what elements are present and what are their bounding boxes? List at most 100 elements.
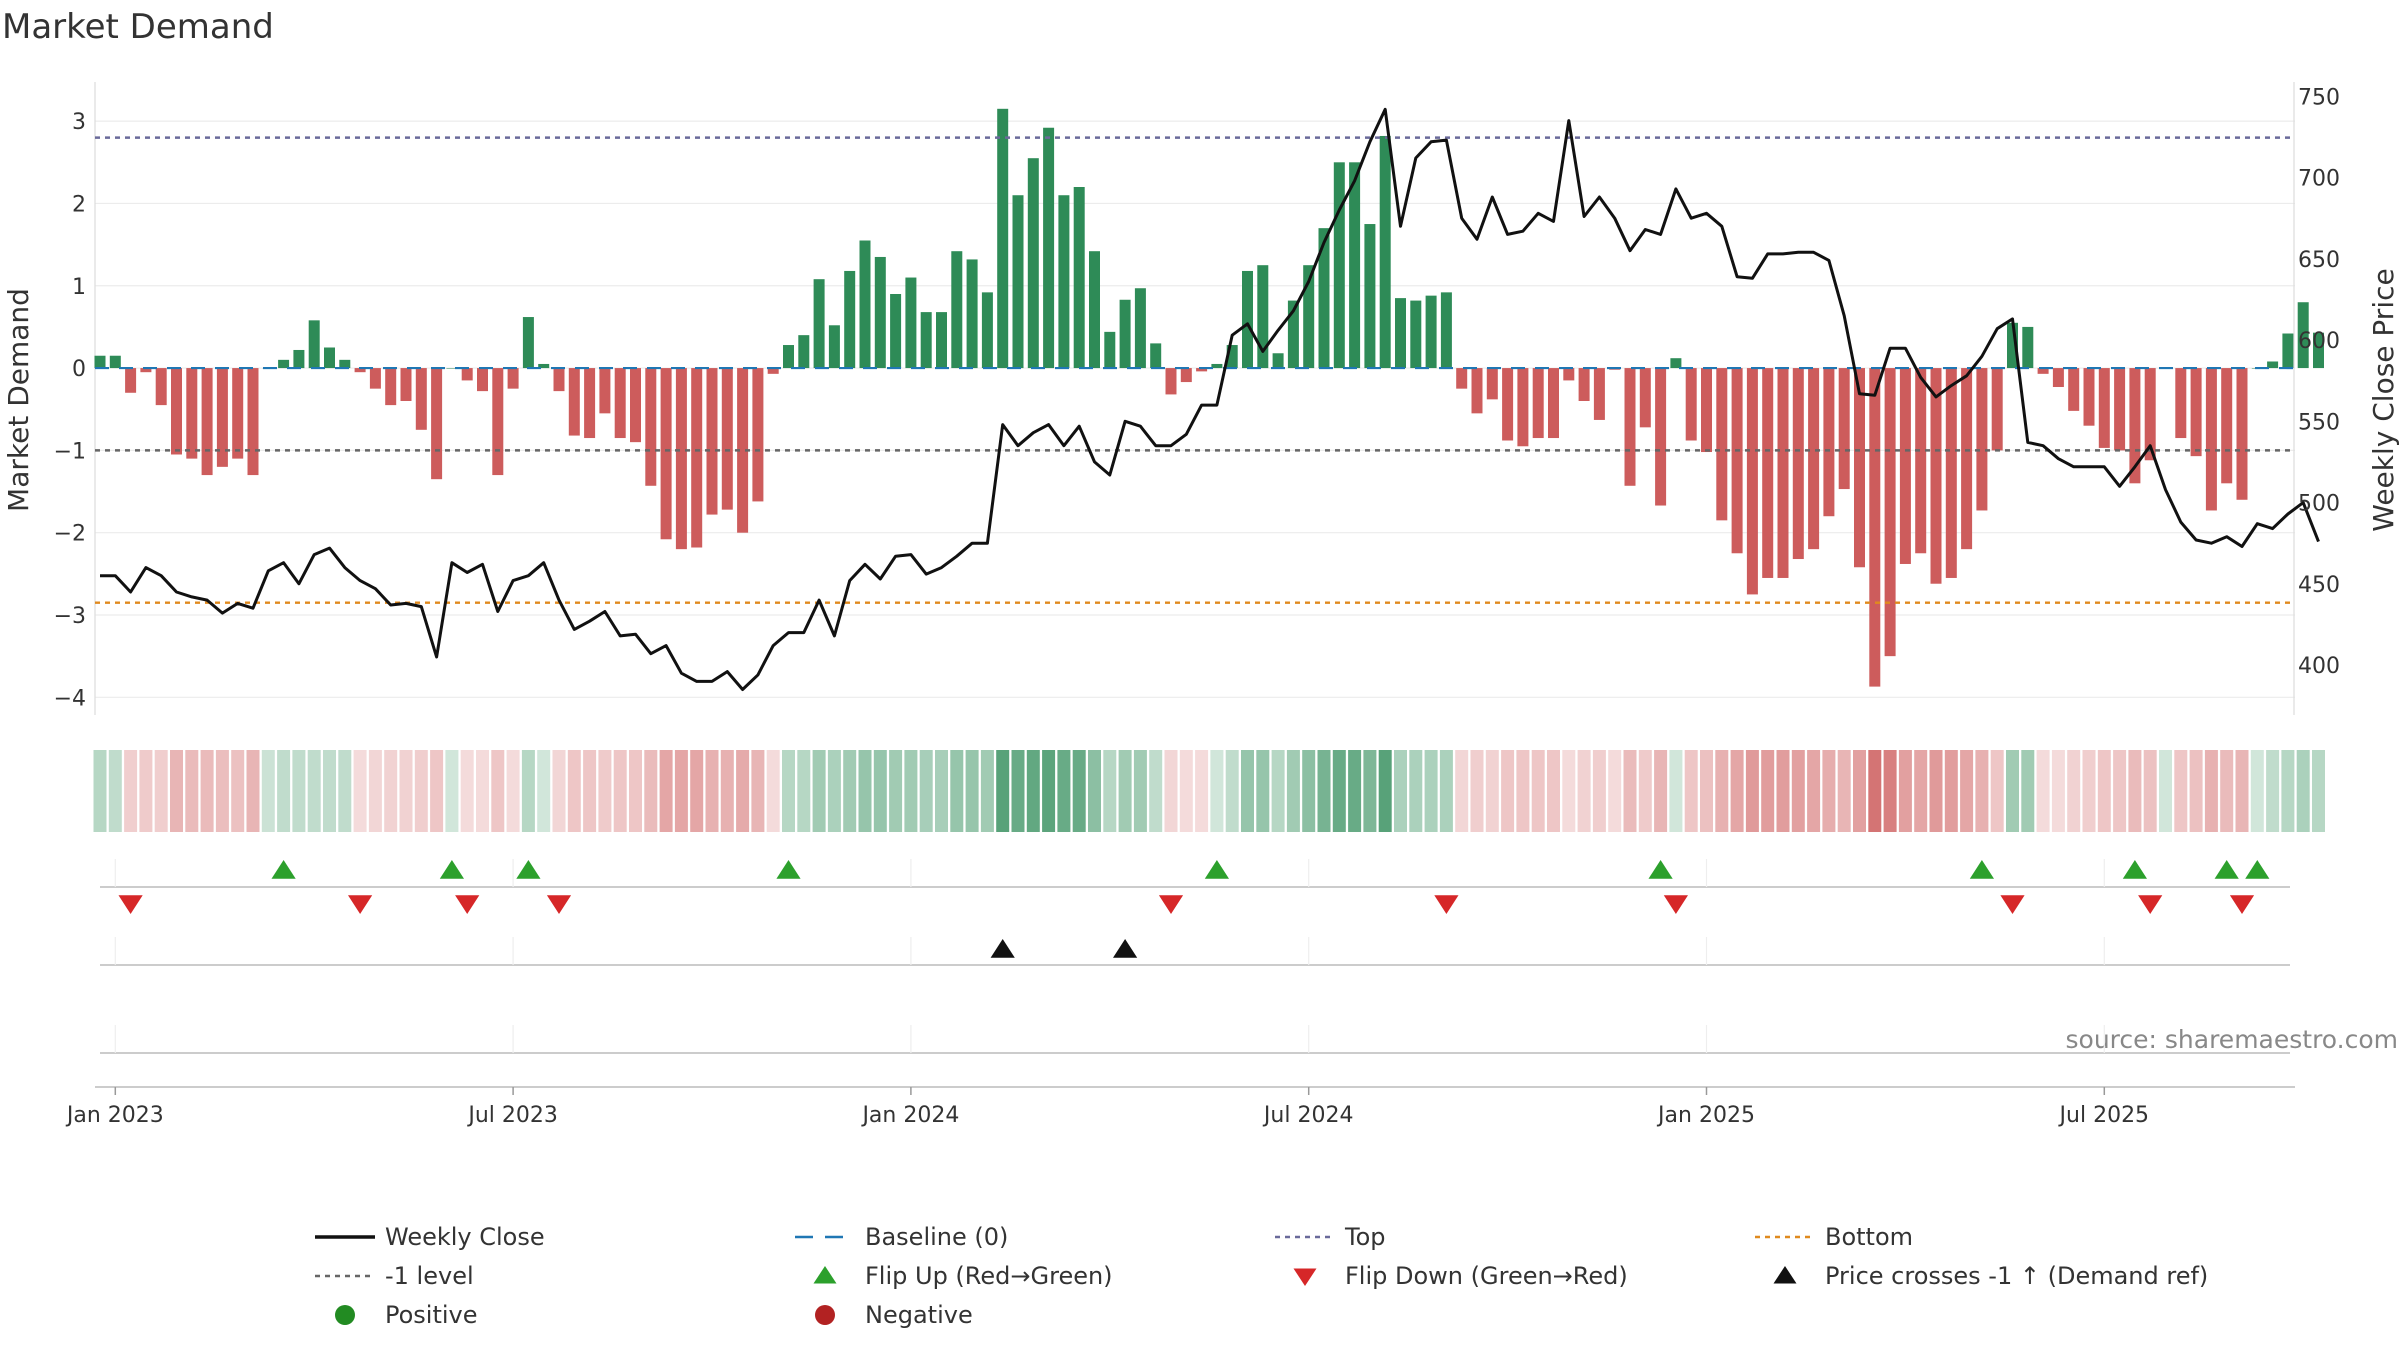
heatmap-cell — [873, 750, 887, 832]
demand-bar — [1333, 162, 1345, 369]
demand-bar — [522, 317, 534, 369]
legend-label: Bottom — [1825, 1223, 1913, 1251]
demand-bar — [232, 368, 244, 459]
heatmap-cell — [246, 750, 260, 832]
heatmap-cell — [1485, 750, 1499, 832]
flip-down-marker — [1663, 895, 1688, 914]
heatmap-cell — [1623, 750, 1637, 832]
heatmap-cell — [154, 750, 168, 832]
demand-bar — [1869, 368, 1881, 687]
demand-bar — [247, 368, 259, 476]
legend-swatch-triangle-down — [1293, 1268, 1317, 1286]
demand-bar — [492, 368, 504, 476]
demand-bar — [155, 368, 167, 406]
heatmap-cell — [2128, 750, 2142, 832]
demand-bar — [1548, 368, 1559, 439]
demand-bar — [1976, 368, 1988, 511]
demand-bar — [1578, 368, 1590, 401]
heatmap-cell — [1332, 750, 1346, 832]
heatmap-cell — [1241, 750, 1254, 832]
heatmap-cell — [2097, 750, 2111, 832]
reference-lines — [95, 136, 2295, 604]
demand-bar — [1593, 368, 1605, 420]
heatmap-cell — [1608, 750, 1622, 832]
demand-bar — [798, 335, 810, 369]
heatmap-cell — [460, 750, 474, 832]
heatmap-cell — [1348, 750, 1362, 832]
flip-up-marker — [2245, 860, 2270, 879]
demand-bar — [2267, 361, 2279, 369]
demand-bar — [1471, 368, 1483, 414]
demand-bar — [109, 355, 121, 369]
chart-title: Market Demand — [2, 7, 274, 47]
heatmap-cell — [1914, 750, 1928, 832]
demand-bar — [553, 368, 565, 392]
demand-bar — [630, 368, 641, 443]
heatmap-cell — [2189, 750, 2203, 832]
heatmap-cell — [904, 750, 918, 832]
heatmap-cell — [1470, 750, 1484, 832]
demand-bar — [1410, 300, 1422, 369]
demand-bar — [783, 345, 794, 369]
demand-bar — [2175, 368, 2187, 439]
heatmap-cell — [1026, 750, 1040, 832]
left-tick-label: 3 — [72, 110, 86, 135]
demand-bar — [1502, 368, 1514, 441]
heatmap-cell — [2250, 750, 2264, 832]
demand-bar — [1165, 368, 1177, 395]
heatmap-cell — [1317, 750, 1331, 832]
demand-bar — [477, 368, 488, 392]
heatmap-cell — [124, 750, 138, 832]
heatmap-cell — [185, 750, 199, 832]
flip-up-marker — [2214, 860, 2239, 879]
heatmap-cell — [1256, 750, 1270, 832]
demand-bar — [431, 368, 443, 480]
demand-bar — [737, 368, 749, 533]
demand-bar — [1134, 288, 1146, 369]
legend-swatch-dot — [815, 1305, 835, 1325]
heatmap-cell — [1730, 750, 1744, 832]
demand-bar — [446, 368, 458, 369]
flip-down-marker — [2229, 895, 2255, 914]
demand-bar — [813, 279, 825, 369]
demand-bar — [1854, 368, 1865, 568]
heatmap-cell — [598, 750, 612, 832]
demand-bar — [1563, 368, 1575, 381]
heatmap-cell — [2021, 750, 2035, 832]
heatmap-cell — [1455, 750, 1469, 832]
heatmap-cell — [1684, 750, 1698, 832]
demand-bar — [1272, 353, 1284, 369]
demand-bar — [1058, 195, 1070, 369]
heatmap-cell — [521, 750, 535, 832]
heatmap-cell — [2220, 750, 2234, 832]
demand-bar — [1945, 368, 1957, 578]
demand-bar — [1532, 368, 1544, 439]
demand-bar — [2022, 326, 2034, 369]
demand-bar — [1899, 368, 1911, 564]
flip-up-marker — [516, 860, 541, 879]
heatmap-cell — [965, 750, 979, 832]
heatmap-cell — [935, 750, 948, 832]
heatmap-cell — [1195, 750, 1209, 832]
heatmap-cell — [812, 750, 826, 832]
demand-bar — [140, 368, 152, 373]
legend-label: Price crosses -1 ↑ (Demand ref) — [1825, 1262, 2208, 1290]
demand-bar — [2037, 368, 2049, 374]
demand-bar — [1073, 187, 1085, 369]
heatmap-cell — [1210, 750, 1224, 832]
heatmap-cell — [1531, 750, 1545, 832]
heatmap-cell — [338, 750, 352, 832]
demand-bar — [1027, 158, 1039, 369]
heatmap-cell — [1577, 750, 1591, 832]
demand-bar — [752, 368, 764, 502]
weekly-close-line — [100, 107, 2320, 691]
demand-bar — [568, 368, 580, 436]
demand-bar — [201, 368, 213, 476]
heatmap-cell — [583, 750, 597, 832]
demand-bar — [1639, 368, 1651, 428]
demand-bar — [1486, 368, 1498, 400]
right-tick-label: 550 — [2298, 410, 2340, 435]
legend-swatch-triangle-up — [1773, 1266, 1797, 1284]
heatmap-cell — [2082, 750, 2096, 832]
weekly-close-series — [100, 107, 2320, 691]
